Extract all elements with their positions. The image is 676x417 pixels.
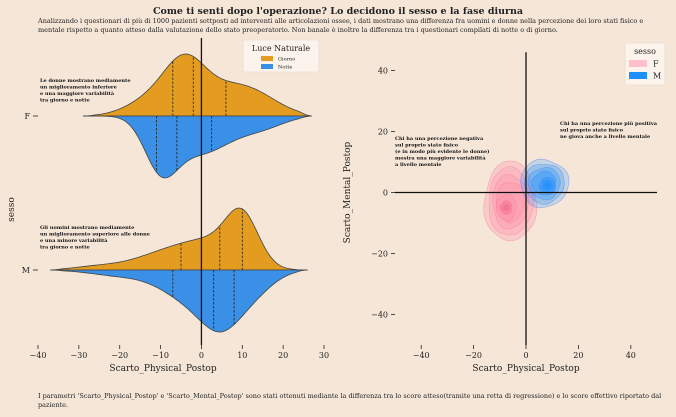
- kde-legend-label-F: F: [653, 60, 659, 69]
- kde-chart: −40 −20 0 20 40 −40 −20 0 20 40 Scarto_Physical_Po…: [343, 42, 666, 374]
- kde-legend-swatch-F: [629, 60, 647, 67]
- violin-x-tick-label: 0: [199, 351, 204, 360]
- violin-F-Giorno-body: [82, 53, 312, 117]
- violin-annotation-F-line: tra giorno e notte: [40, 98, 90, 104]
- kde-legend-title: sesso: [634, 47, 656, 56]
- violin-legend-title: Luce Naturale: [252, 44, 311, 53]
- violin-y-tick-label: F: [24, 112, 30, 121]
- kde-y-tick-label: 40: [378, 67, 388, 76]
- violin-x-tick-label: −20: [111, 351, 128, 360]
- violin-annotation-F-line: Le donne mostrano mediamente: [40, 78, 131, 84]
- violin-annotation-M-line: e una minore variabilità: [40, 237, 108, 244]
- violin-legend-label-Giorno: Giorno: [278, 57, 295, 63]
- kde-x-tick-label: −20: [465, 351, 482, 360]
- figure-footer: I parametri 'Scarto_Physical_Postop' e '…: [38, 392, 662, 409]
- kde-x-tick-label: −40: [413, 351, 430, 360]
- kde-annotation-left-line: a livello mentale: [395, 162, 441, 168]
- violin-x-tick-label: −30: [70, 351, 87, 360]
- violin-x-tick-label: 30: [319, 351, 329, 360]
- violin-x-tick-label: −10: [152, 351, 169, 360]
- kde-annotation-right-line: ne giova anche a livello mentale: [560, 134, 650, 140]
- violin-x-tick-label: 10: [237, 351, 247, 360]
- kde-y-tick-label: −20: [371, 250, 388, 259]
- violin-annotation-F-line: un miglioramento inferiore: [40, 85, 117, 91]
- violin-x-tick-label: 20: [278, 351, 288, 360]
- kde-x-axis-label: Scarto_Physical_Postop: [472, 364, 579, 374]
- violin-M-Giorno-body: [50, 207, 308, 271]
- violin-M-Notte-body: [50, 269, 308, 333]
- kde-x-tick-label: 20: [573, 351, 583, 360]
- kde-F-contour: [483, 160, 538, 242]
- kde-legend: sesso FM: [624, 42, 666, 86]
- kde-legend-swatch-M: [629, 72, 647, 79]
- violin-annotation-M-line: tra giorno e notte: [40, 245, 90, 251]
- figure-subtitle: Analizzando i questionari di più di 1000…: [38, 17, 644, 34]
- kde-annotation-right-line: sul proprio stato fisico: [560, 128, 624, 134]
- kde-y-axis-label: Scarto_Mental_Postop: [343, 141, 353, 243]
- kde-annotation-left-line: Chi ha una percezione negativa: [395, 136, 484, 142]
- kde-series-F: [483, 160, 538, 242]
- kde-y-tick-label: −40: [371, 311, 388, 320]
- kde-y-tick-label: 20: [378, 128, 388, 137]
- violin-chart: −40 −30 −20 −10 0 10 20 30 Scarto_Physical_Posto…: [7, 38, 329, 374]
- kde-legend-label-M: M: [653, 72, 661, 81]
- kde-annotation-right-line: Chi ha una percezione più positiva: [560, 120, 658, 127]
- violin-y-tick-label: M: [22, 266, 30, 275]
- kde-F-contour: [502, 204, 510, 211]
- figure-title: Come ti senti dopo l'operazione? Lo deci…: [152, 6, 524, 17]
- violin-F-Notte-body: [82, 115, 312, 179]
- kde-series-M: [520, 158, 570, 209]
- violin-legend-label-Notte: Notte: [278, 65, 292, 71]
- violin-annotation-M-line: un miglioramento superiore alle donne: [40, 232, 150, 238]
- kde-x-tick-label: 0: [523, 351, 528, 360]
- violin-legend-swatch-Giorno: [261, 56, 273, 61]
- violin-legend: Luce Naturale Giorno Notte: [242, 39, 320, 73]
- kde-M-contour: [544, 182, 551, 189]
- violin-annotation-M-line: Gli uomini mostrano mediamente: [40, 225, 134, 231]
- kde-annotation-left-line: mostra una maggiore variabilità: [395, 155, 486, 162]
- violin-legend-swatch-Notte: [261, 64, 273, 69]
- violin-x-tick-label: −40: [30, 351, 47, 360]
- violin-y-axis-label: sesso: [7, 197, 17, 222]
- violin-x-axis-label: Scarto_Physical_Postop: [109, 364, 216, 374]
- violin-annotation-F-line: e una maggiore variabilità: [40, 90, 115, 97]
- kde-annotation-left-line: sul proprio stato fisico: [395, 143, 459, 149]
- kde-annotation-left-line: (e in modo più evidente le donne): [395, 148, 490, 155]
- kde-x-tick-label: 40: [626, 351, 636, 360]
- kde-y-tick-label: 0: [383, 189, 388, 198]
